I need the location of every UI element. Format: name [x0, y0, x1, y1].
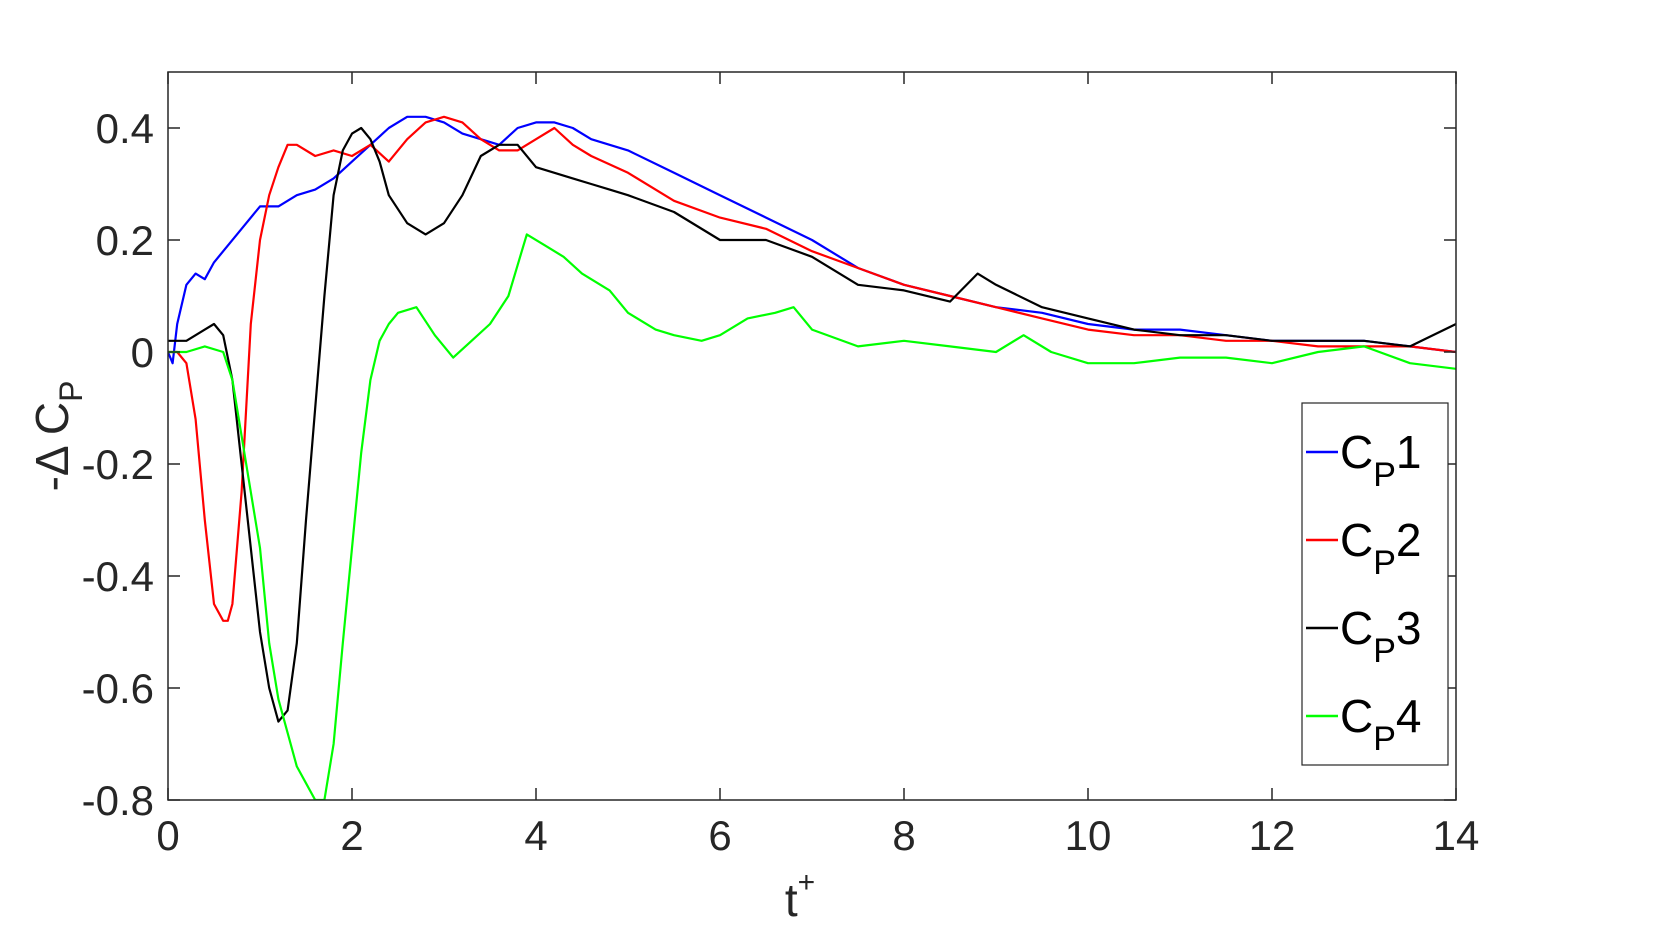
x-axis-label: t+	[785, 866, 815, 926]
x-tick-label: 14	[1433, 812, 1480, 859]
y-tick-label: -0.2	[82, 441, 154, 488]
legend-label-sub: P	[1373, 456, 1396, 494]
legend-label-base: C	[1340, 690, 1373, 742]
x-tick-label: 4	[524, 812, 547, 859]
legend-box	[1301, 402, 1449, 766]
legend-label-suffix: 3	[1396, 602, 1422, 654]
series-line-3	[168, 126, 1456, 723]
plot-background	[168, 72, 1456, 800]
series-layer	[168, 115, 1456, 800]
y-axis-ticks: -0.8 -0.6 -0.4 -0.2 0 0.2 0.4	[82, 105, 1456, 824]
x-tick-label: 0	[156, 812, 179, 859]
y-tick-label: -0.8	[82, 777, 154, 824]
legend-label-base: C	[1340, 426, 1373, 478]
y-tick-label: 0.2	[96, 217, 154, 264]
legend-label-sub: P	[1373, 720, 1396, 758]
legend-label-suffix: 1	[1396, 426, 1422, 478]
y-axis-label: -Δ CP	[26, 381, 89, 492]
x-tick-label: 8	[892, 812, 915, 859]
legend-label-3: CP3	[1340, 602, 1422, 670]
x-axis-ticks: 0 2 4 6 8 10 12 14	[156, 72, 1479, 859]
plot-frame	[167, 71, 1457, 801]
x-tick-label: 10	[1065, 812, 1112, 859]
x-axis-label-base: t	[785, 874, 798, 926]
x-axis-label-sup: +	[798, 866, 816, 899]
legend-label-sub: P	[1373, 632, 1396, 670]
series-line-2	[168, 115, 1456, 622]
legend-label-suffix: 4	[1396, 690, 1422, 742]
y-tick-label: -0.6	[82, 665, 154, 712]
series-line-1	[168, 115, 1456, 365]
legend-label-sub: P	[1373, 544, 1396, 582]
y-axis-label-sub: P	[53, 381, 89, 402]
legend-label-suffix: 2	[1396, 514, 1422, 566]
x-tick-label: 2	[340, 812, 363, 859]
y-tick-label: 0	[131, 329, 154, 376]
legend-label-4: CP4	[1340, 690, 1422, 758]
legend-label-2: CP2	[1340, 514, 1422, 582]
y-tick-label: 0.4	[96, 105, 154, 152]
legend-label-base: C	[1340, 514, 1373, 566]
y-tick-label: -0.4	[82, 553, 154, 600]
series-line-4	[168, 233, 1456, 800]
legend-label-base: C	[1340, 602, 1373, 654]
y-axis-label-prefix: -Δ C	[26, 402, 78, 492]
x-tick-label: 12	[1249, 812, 1296, 859]
x-tick-label: 6	[708, 812, 731, 859]
plot-area	[168, 72, 1456, 800]
legend-label-1: CP1	[1340, 426, 1422, 494]
